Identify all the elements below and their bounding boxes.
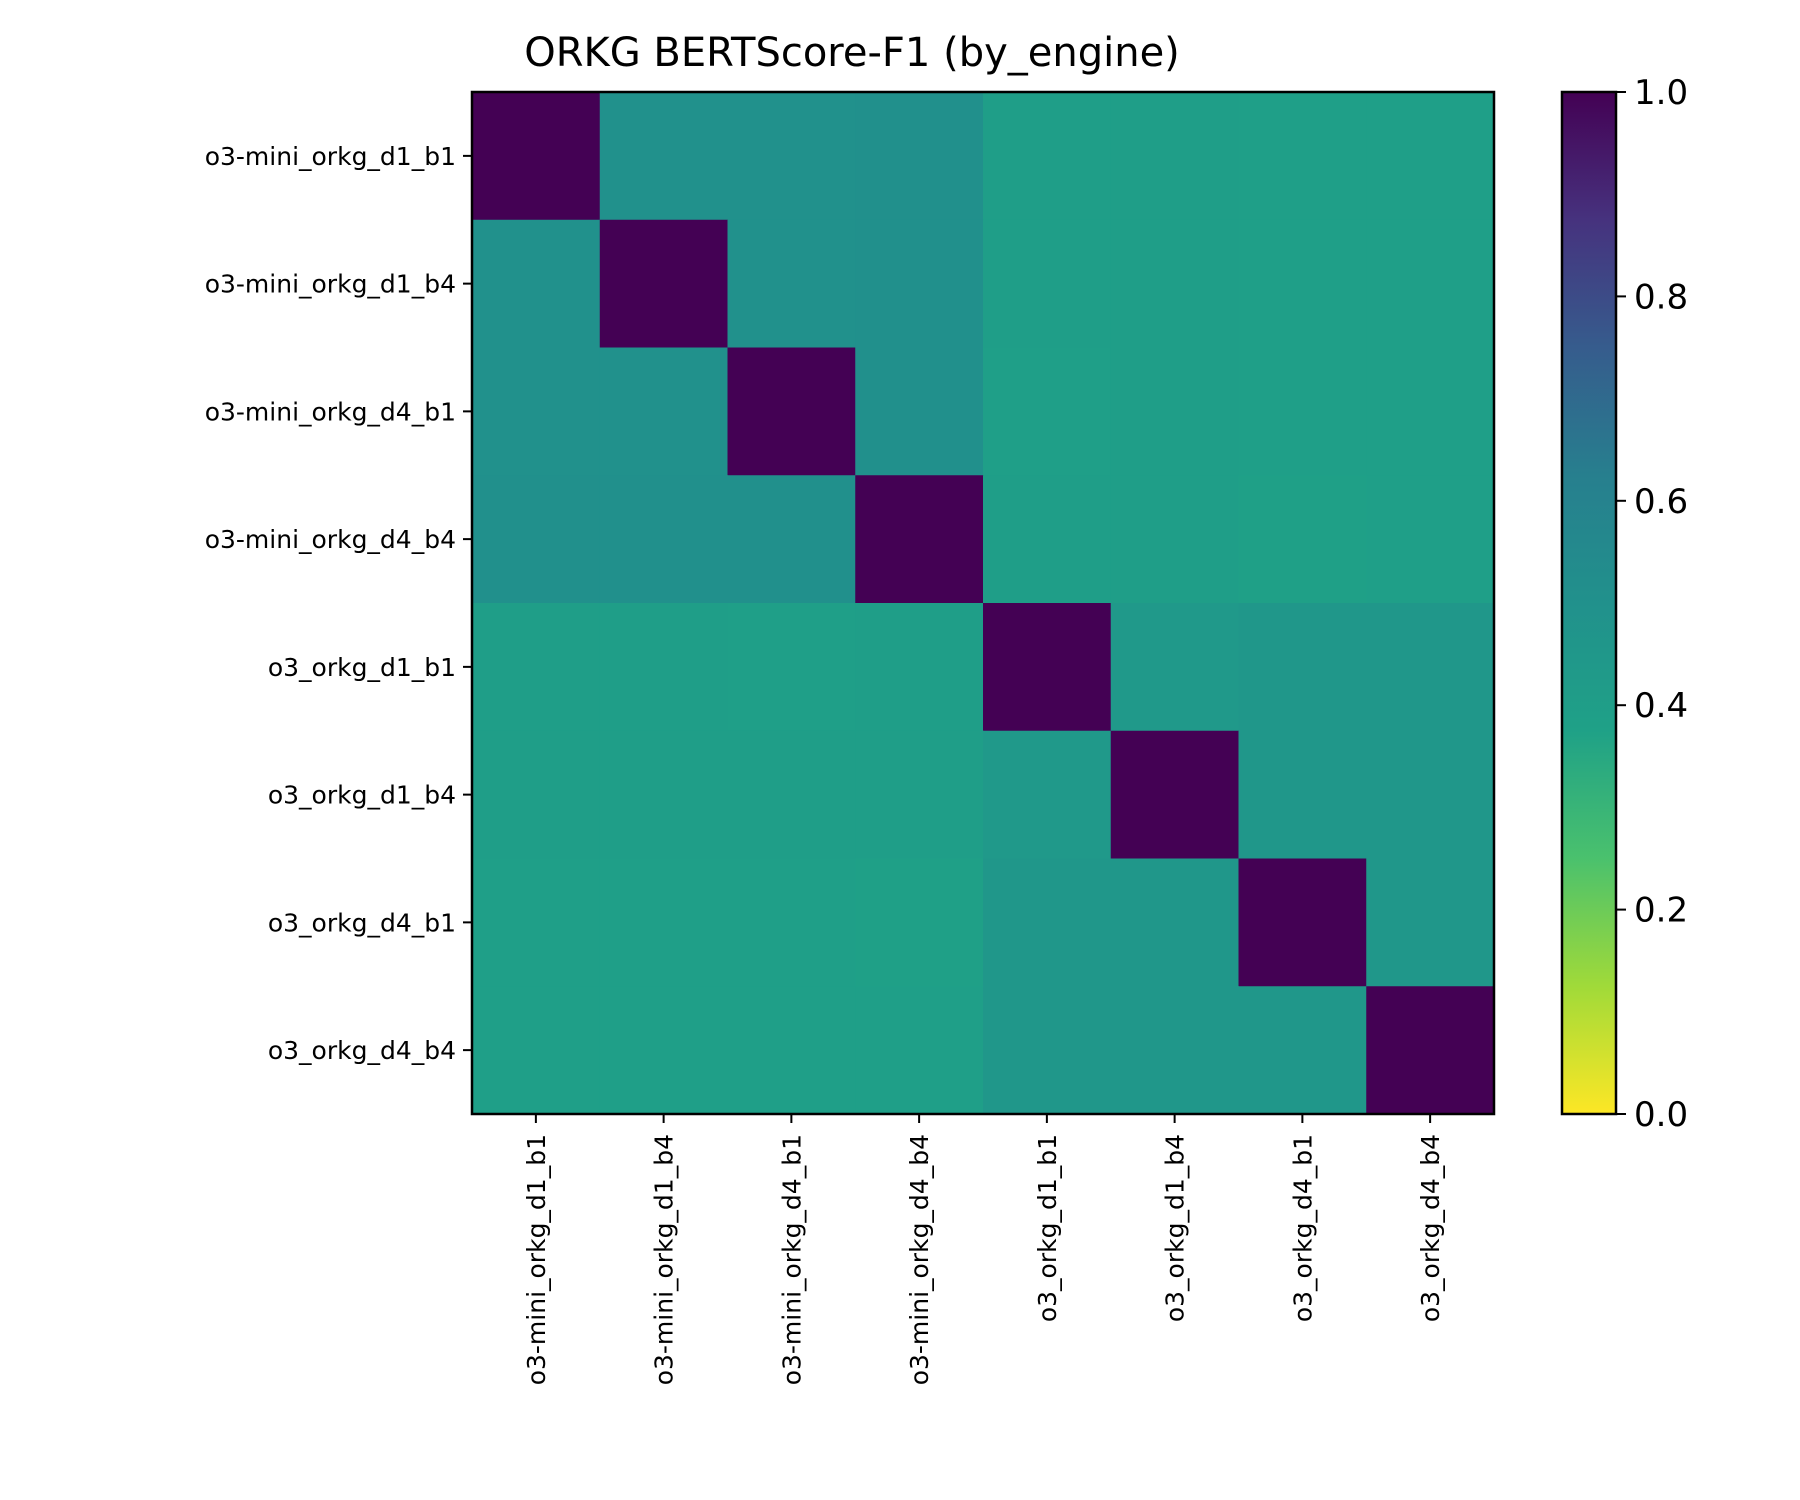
x-tick-label: o3_orkg_d1_b4 bbox=[1161, 1134, 1190, 1322]
heatmap-cell-r6-c0 bbox=[472, 858, 601, 987]
y-tick-label: o3_orkg_d1_b1 bbox=[268, 653, 456, 682]
heatmap-cell-r4-c3 bbox=[855, 603, 984, 732]
heatmap-cell-r0-c6 bbox=[1238, 92, 1367, 221]
heatmap-cell-r0-c7 bbox=[1366, 92, 1495, 221]
heatmap-cell-r3-c1 bbox=[599, 475, 729, 604]
heatmap-cell-r6-c2 bbox=[727, 858, 856, 987]
heatmap-cell-r3-c5 bbox=[1110, 475, 1240, 604]
colorbar-tick-label: 0.8 bbox=[1634, 277, 1688, 317]
heatmap-cell-r2-c5 bbox=[1110, 347, 1240, 476]
colorbar-ticks: 0.0 0.2 0.4 0.6 0.8 1.0 bbox=[1616, 73, 1688, 1135]
heatmap-cell-r7-c6 bbox=[1238, 986, 1367, 1115]
heatmap-cell-r7-c4 bbox=[983, 986, 1112, 1115]
heatmap-cell-r1-c4 bbox=[983, 219, 1112, 349]
colorbar-tick-label: 0.2 bbox=[1634, 891, 1688, 931]
heatmap-cell-r7-c2 bbox=[727, 986, 856, 1115]
heatmap-cell-r2-c7 bbox=[1366, 347, 1495, 476]
heatmap-cell-r0-c4 bbox=[983, 92, 1112, 221]
y-tick-label: o3_orkg_d4_b1 bbox=[268, 908, 456, 937]
heatmap-cell-r2-c2 bbox=[727, 347, 856, 476]
heatmap-cell-r4-c1 bbox=[599, 603, 729, 732]
heatmap-cell-r5-c6 bbox=[1238, 730, 1367, 860]
heatmap-cell-r3-c7 bbox=[1366, 475, 1495, 604]
heatmap-cell-r4-c6 bbox=[1238, 603, 1367, 732]
heatmap-cell-r5-c2 bbox=[727, 730, 856, 860]
x-tick-label: o3-mini_orkg_d1_b4 bbox=[650, 1134, 679, 1385]
y-tick-label: o3-mini_orkg_d4_b4 bbox=[205, 525, 456, 554]
heatmap-cell-r4-c5 bbox=[1110, 603, 1240, 732]
x-tick-label: o3_orkg_d4_b1 bbox=[1288, 1134, 1317, 1322]
heatmap-cell-r0-c5 bbox=[1110, 92, 1240, 221]
heatmap-cell-r2-c3 bbox=[855, 347, 984, 476]
heatmap-cell-r1-c3 bbox=[855, 219, 984, 349]
heatmap-cell-r6-c7 bbox=[1366, 858, 1495, 987]
heatmap-cell-r0-c2 bbox=[727, 92, 856, 221]
heatmap-cell-r7-c1 bbox=[599, 986, 729, 1115]
x-tick-label: o3-mini_orkg_d1_b1 bbox=[522, 1134, 551, 1385]
heatmap-cell-r3-c6 bbox=[1238, 475, 1367, 604]
heatmap-cell-r7-c5 bbox=[1110, 986, 1240, 1115]
heatmap-cells bbox=[472, 92, 1495, 1115]
heatmap-cell-r0-c1 bbox=[599, 92, 729, 221]
heatmap-cell-r3-c3 bbox=[855, 475, 984, 604]
y-axis: o3-mini_orkg_d1_b1 o3-mini_orkg_d1_b4 o3-m… bbox=[205, 142, 472, 1065]
colorbar-tick-label: 1.0 bbox=[1634, 73, 1688, 113]
heatmap-cell-r5-c0 bbox=[472, 730, 601, 860]
y-tick-label: o3_orkg_d1_b4 bbox=[268, 781, 456, 810]
heatmap-cell-r7-c3 bbox=[855, 986, 984, 1115]
heatmap-cell-r1-c0 bbox=[472, 219, 601, 349]
colorbar bbox=[1560, 90, 1618, 1116]
heatmap-cell-r1-c7 bbox=[1366, 219, 1495, 349]
heatmap-cell-r6-c5 bbox=[1110, 858, 1240, 987]
plot-frame bbox=[470, 90, 1496, 1116]
heatmap-cell-r0-c3 bbox=[855, 92, 984, 221]
heatmap-cell-r7-c0 bbox=[472, 986, 601, 1115]
heatmap-cell-r0-c0 bbox=[472, 92, 601, 221]
x-axis: o3-mini_orkg_d1_b1 o3-mini_orkg_d1_b4 o3-m… bbox=[522, 1114, 1445, 1385]
x-tick-label: o3_orkg_d1_b1 bbox=[1033, 1134, 1062, 1322]
y-tick-label: o3-mini_orkg_d4_b1 bbox=[205, 397, 456, 426]
heatmap-cell-r3-c0 bbox=[472, 475, 601, 604]
x-tick-label: o3_orkg_d4_b4 bbox=[1416, 1134, 1445, 1322]
heatmap-cell-r1-c6 bbox=[1238, 219, 1367, 349]
heatmap-cell-r5-c5 bbox=[1110, 730, 1240, 860]
heatmap-cell-r7-c7 bbox=[1366, 986, 1495, 1115]
x-tick-label: o3-mini_orkg_d4_b4 bbox=[905, 1134, 934, 1385]
heatmap-cell-r1-c1 bbox=[599, 219, 729, 349]
colorbar-tick-label: 0.4 bbox=[1634, 686, 1688, 726]
heatmap-cell-r2-c4 bbox=[983, 347, 1112, 476]
heatmap-cell-r3-c2 bbox=[727, 475, 856, 604]
heatmap-cell-r4-c2 bbox=[727, 603, 856, 732]
heatmap-cell-r2-c6 bbox=[1238, 347, 1367, 476]
heatmap-cell-r5-c3 bbox=[855, 730, 984, 860]
y-tick-label: o3-mini_orkg_d1_b1 bbox=[205, 142, 456, 171]
chart-title: ORKG BERTScore-F1 (by_engine) bbox=[524, 30, 1180, 76]
heatmap-cell-r6-c6 bbox=[1238, 858, 1367, 987]
heatmap-cell-r4-c4 bbox=[983, 603, 1112, 732]
heatmap-cell-r6-c1 bbox=[599, 858, 729, 987]
heatmap-cell-r4-c0 bbox=[472, 603, 601, 732]
heatmap-cell-r5-c1 bbox=[599, 730, 729, 860]
y-tick-label: o3-mini_orkg_d1_b4 bbox=[205, 270, 456, 299]
heatmap-cell-r1-c2 bbox=[727, 219, 856, 349]
heatmap-cell-r5-c4 bbox=[983, 730, 1112, 860]
heatmap-cell-r6-c3 bbox=[855, 858, 984, 987]
heatmap-cell-r1-c5 bbox=[1110, 219, 1240, 349]
heatmap-cell-r2-c1 bbox=[599, 347, 729, 476]
heatmap-cell-r4-c7 bbox=[1366, 603, 1495, 732]
heatmap-cell-r6-c4 bbox=[983, 858, 1112, 987]
y-tick-label: o3_orkg_d4_b4 bbox=[268, 1036, 456, 1065]
heatmap-cell-r3-c4 bbox=[983, 475, 1112, 604]
heatmap-cell-r2-c0 bbox=[472, 347, 601, 476]
heatmap-cell-r5-c7 bbox=[1366, 730, 1495, 860]
colorbar-tick-label: 0.0 bbox=[1634, 1095, 1688, 1135]
colorbar-tick-label: 0.6 bbox=[1634, 482, 1688, 522]
x-tick-label: o3-mini_orkg_d4_b1 bbox=[777, 1134, 806, 1385]
